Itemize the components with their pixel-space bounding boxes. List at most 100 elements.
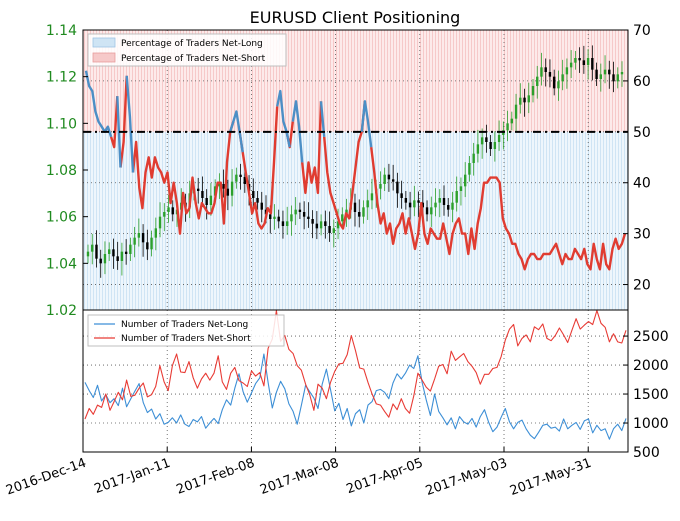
candle-body <box>230 181 234 196</box>
candle-body <box>430 207 433 215</box>
candle-body <box>536 76 539 86</box>
legend-label-net-short-count: Number of Traders Net-Short <box>121 334 251 344</box>
candle-body <box>336 221 340 229</box>
candle-body <box>497 135 501 142</box>
bottom-right-tick-label: 500 <box>633 445 660 461</box>
candle-body <box>552 76 556 89</box>
right-tick-label: 60 <box>633 74 651 90</box>
x-tick-label: 2017-May-03 <box>424 456 510 499</box>
candle-body <box>273 216 276 219</box>
candle-body <box>112 249 115 257</box>
bottom-right-tick-label: 1000 <box>633 416 669 432</box>
candle-body <box>167 207 170 212</box>
candle-body <box>285 221 289 226</box>
left-tick-label: 1.06 <box>46 210 77 226</box>
right-tick-label: 50 <box>633 125 651 141</box>
candle-body <box>493 142 497 149</box>
right-tick-label: 70 <box>633 23 651 39</box>
top-legend: Percentage of Traders Net-Long Percentag… <box>87 33 287 67</box>
bottom-panel-frame <box>82 309 629 453</box>
candle-body <box>519 97 522 105</box>
bottom-legend: Number of Traders Net-Long Number of Tra… <box>87 314 285 347</box>
candle-body <box>383 174 386 184</box>
series-percentage-net-long <box>84 70 373 173</box>
candle-body <box>332 228 336 233</box>
candle-body <box>544 67 547 72</box>
left-tick-label: 1.12 <box>46 70 77 86</box>
candle-body <box>307 216 310 219</box>
series-count-net-long <box>84 353 627 440</box>
candle-body <box>315 223 319 229</box>
candle-body <box>158 216 162 229</box>
candle-body <box>154 228 158 238</box>
candle-body <box>434 202 437 208</box>
candle-body <box>163 212 166 217</box>
candle-body <box>603 69 607 75</box>
candle-body <box>281 221 285 226</box>
right-tick-label: 20 <box>633 278 651 294</box>
candle-body <box>557 81 560 89</box>
candle-body <box>290 214 293 222</box>
candle-body <box>472 153 475 163</box>
left-tick-label: 1.02 <box>46 303 77 319</box>
candle-body <box>345 209 348 215</box>
series-count-net-short <box>84 310 627 420</box>
bottom-right-tick-label: 2500 <box>633 329 669 345</box>
candle-body <box>103 254 107 264</box>
candle-body <box>510 118 514 124</box>
bottom-right-axis-ticks: 2500 2000 1500 1000 500 <box>623 329 669 461</box>
percentage-lines <box>84 70 627 271</box>
candle-body <box>116 256 119 261</box>
candle-body <box>141 233 145 243</box>
legend-label-net-long-pct: Percentage of Traders Net-Long <box>121 39 263 49</box>
candle-body <box>222 184 225 189</box>
candle-body <box>438 198 441 203</box>
candle-body <box>565 67 569 75</box>
candle-body <box>269 214 272 219</box>
candle-body <box>540 67 543 77</box>
candle-body <box>463 174 467 187</box>
candle-body <box>396 181 399 194</box>
candle-body <box>485 137 488 142</box>
candle-body <box>447 205 450 210</box>
top-panel: 1.14 1.12 1.10 1.08 1.06 1.04 1.02 70 60 50 40 30 2… <box>46 23 651 319</box>
candle-body <box>150 237 153 250</box>
candle-body <box>137 233 141 238</box>
candle-body <box>608 69 611 75</box>
candle-body <box>366 200 369 208</box>
candle-body <box>328 226 331 233</box>
candle-body <box>239 174 242 177</box>
candle-body <box>362 207 365 217</box>
candle-body <box>442 198 446 205</box>
right-tick-label: 30 <box>633 227 651 243</box>
candle-body <box>404 198 408 203</box>
trader-count-lines <box>84 310 627 440</box>
left-tick-label: 1.04 <box>46 256 77 272</box>
candle-body <box>455 191 458 203</box>
price-candles <box>86 45 624 278</box>
candle-body <box>243 177 247 184</box>
candle-body <box>341 214 344 222</box>
x-tick-label: 2016-Dec-14 <box>4 456 88 499</box>
candle-body <box>599 74 603 79</box>
bottom-panel: 2500 2000 1500 1000 500 Number of Traders Ne… <box>82 309 669 461</box>
candle-body <box>256 198 259 203</box>
candle-body <box>311 219 314 224</box>
legend-label-net-long-count: Number of Traders Net-Long <box>121 320 248 330</box>
candle-body <box>298 209 302 212</box>
candle-body <box>302 212 306 217</box>
x-tick-label: 2017-Jan-11 <box>92 456 172 497</box>
candle-body <box>548 72 552 77</box>
candle-body <box>574 58 577 63</box>
left-tick-label: 1.14 <box>46 23 77 39</box>
candle-body <box>527 95 530 103</box>
candle-body <box>425 207 429 215</box>
candle-body <box>480 137 484 145</box>
candle-body <box>218 184 221 187</box>
candle-body <box>91 244 94 252</box>
candle-body <box>107 249 111 254</box>
candle-body <box>514 104 518 119</box>
candle-body <box>379 184 382 189</box>
candle-body <box>133 237 136 245</box>
